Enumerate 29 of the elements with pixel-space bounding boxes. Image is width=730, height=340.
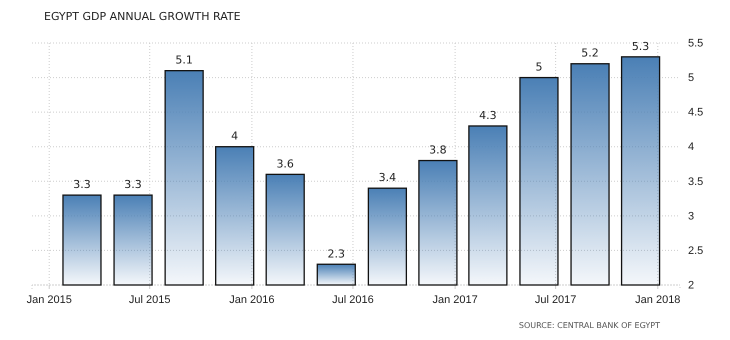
source-note: SOURCE: CENTRAL BANK OF EGYPT bbox=[518, 321, 660, 330]
chart-title: EGYPT GDP ANNUAL GROWTH RATE bbox=[44, 10, 241, 23]
data-label: 5.1 bbox=[175, 54, 193, 67]
data-label: 5.2 bbox=[581, 46, 599, 60]
data-label: 2.3 bbox=[328, 247, 346, 260]
data-label: 3.3 bbox=[73, 178, 91, 192]
y-tick-label: 2.5 bbox=[688, 244, 704, 257]
data-label: 5 bbox=[535, 60, 542, 74]
y-tick-label: 5.5 bbox=[688, 38, 704, 50]
y-tick-label: 4 bbox=[688, 141, 694, 154]
x-tick-label: Jan 2017 bbox=[432, 294, 478, 306]
y-tick-label: 3.5 bbox=[688, 176, 704, 188]
x-tick-label: Jul 2017 bbox=[534, 294, 576, 306]
x-tick-label: Jul 2016 bbox=[332, 294, 374, 306]
y-tick-label: 4.5 bbox=[688, 106, 704, 119]
data-label: 3.4 bbox=[378, 171, 396, 184]
y-tick-label: 5 bbox=[688, 72, 694, 84]
data-label: 3.8 bbox=[429, 144, 447, 157]
x-tick-label: Jul 2015 bbox=[128, 294, 171, 306]
y-tick-label: 3 bbox=[688, 210, 694, 222]
data-label: 5.3 bbox=[632, 40, 650, 53]
data-label: 3.6 bbox=[276, 157, 294, 170]
x-tick-label: Jan 2016 bbox=[229, 294, 275, 306]
x-tick-label: Jan 2018 bbox=[635, 294, 680, 306]
data-label: 4 bbox=[231, 130, 238, 143]
data-label: 3.3 bbox=[124, 178, 142, 192]
data-label: 4.3 bbox=[479, 108, 497, 122]
y-tick-label: 2 bbox=[688, 280, 694, 292]
x-tick-label: Jan 2015 bbox=[26, 294, 72, 306]
